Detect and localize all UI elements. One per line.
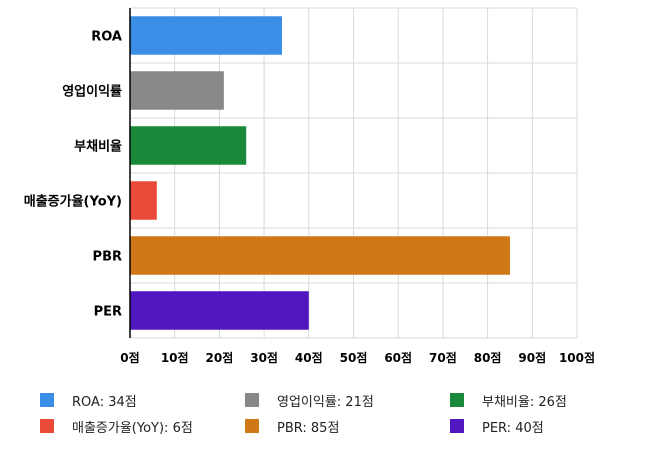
tick-label: 90점	[518, 350, 546, 365]
legend-label: ROA: 34점	[72, 394, 137, 410]
tick-label: 20점	[206, 350, 234, 365]
bar	[130, 291, 309, 330]
legend-item: 영업이익률: 21점	[245, 390, 374, 410]
legend-swatch	[450, 419, 464, 433]
legend-item: ROA: 34점	[40, 390, 137, 410]
legend-item: PER: 40점	[450, 416, 544, 436]
bar	[130, 181, 157, 220]
tick-label: 100점	[559, 350, 595, 365]
tick-label: 60점	[384, 350, 412, 365]
bar	[130, 71, 224, 110]
legend-swatch	[245, 419, 259, 433]
category-label: 영업이익률	[62, 84, 122, 100]
legend-label: 영업이익률: 21점	[277, 394, 374, 410]
category-label: 부채비율	[74, 139, 122, 155]
category-label: PBR	[93, 250, 122, 265]
bar	[130, 126, 247, 165]
tick-label: 10점	[161, 350, 189, 365]
bar	[130, 236, 510, 275]
legend-item: 부채비율: 26점	[450, 390, 567, 410]
legend-swatch	[40, 419, 54, 433]
legend-swatch	[245, 393, 259, 407]
grid	[129, 7, 578, 339]
tick-label: 70점	[429, 350, 457, 365]
category-label: 매출증가율(YoY)	[24, 194, 122, 210]
legend-label: 매출증가율(YoY): 6점	[72, 420, 193, 436]
legend-label: 부채비율: 26점	[482, 394, 567, 410]
legend-label: PER: 40점	[482, 420, 544, 436]
tick-label: 30점	[250, 350, 278, 365]
category-label: PER	[94, 305, 122, 320]
legend-swatch	[40, 393, 54, 407]
tick-labels: 0점 10점 20점 30점 40점 50점 60점 70점 80점 90점 100점	[120, 350, 595, 365]
tick-label: 40점	[295, 350, 323, 365]
legend-label: PBR: 85점	[277, 420, 340, 436]
legend-item: 매출증가율(YoY): 6점	[40, 416, 193, 436]
category-label: ROA	[91, 30, 122, 45]
tick-label: 0점	[120, 350, 139, 365]
legend-item: PBR: 85점	[245, 416, 339, 436]
tick-label: 80점	[474, 350, 502, 365]
bars	[130, 16, 510, 330]
bar	[130, 16, 282, 55]
legend-swatch	[450, 393, 464, 407]
tick-label: 50점	[340, 350, 368, 365]
